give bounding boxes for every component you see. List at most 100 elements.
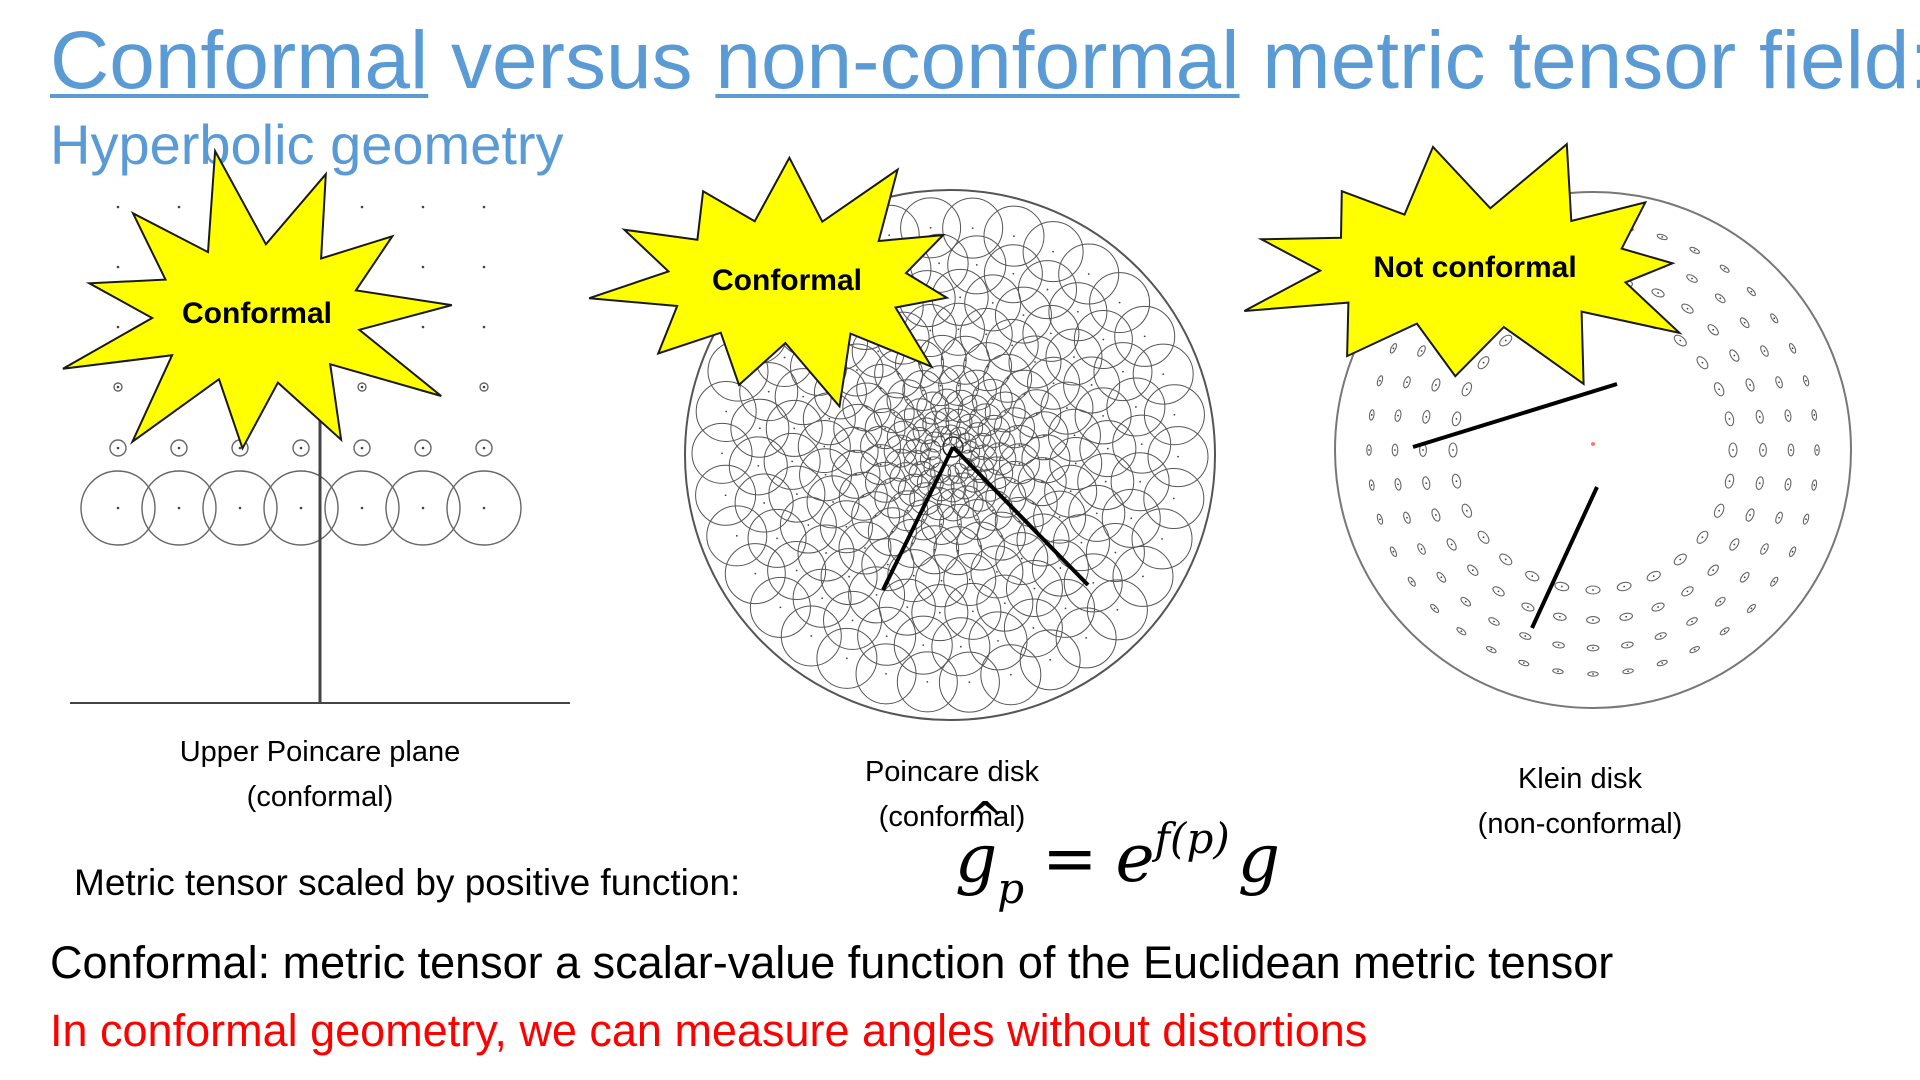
metric-center-dot: [1370, 414, 1373, 416]
metric-ellipse: [1422, 476, 1431, 491]
metric-circle: [113, 382, 123, 392]
conformal-definition-text: Conformal: metric tensor a scalar-value …: [50, 937, 1614, 988]
metric-center-dot: [1691, 277, 1693, 280]
metric-center-dot: [1778, 516, 1780, 519]
metric-circle: [780, 605, 842, 667]
metric-center-dot: [1787, 483, 1789, 486]
metric-center-dot: [879, 463, 882, 466]
metric-ellipse: [1477, 356, 1490, 370]
metric-center-dot: [1560, 585, 1563, 588]
metric-circle: [1052, 514, 1110, 572]
metric-center-dot: [1425, 415, 1428, 418]
metric-circle: [984, 391, 1026, 433]
metric-circle: [851, 491, 901, 541]
metric-center-dot: [828, 417, 831, 420]
metric-center-dot: [1143, 335, 1146, 338]
metric-circle: [80, 470, 156, 546]
metric-circle: [141, 470, 217, 546]
metric-center-dot: [1177, 455, 1179, 458]
metric-center-dot: [1095, 512, 1098, 515]
metric-ellipse: [1760, 345, 1769, 357]
metric-circle: [942, 197, 1004, 259]
metric-circle: [1049, 436, 1103, 490]
metric-center-dot: [940, 523, 943, 526]
metric-center-dot: [791, 460, 794, 463]
metric-center-dot: [1750, 290, 1753, 293]
metric-ellipse: [1714, 293, 1726, 304]
klein-center-point: [1591, 442, 1595, 446]
metric-circle: [1019, 629, 1081, 691]
metric-circle: [797, 524, 855, 582]
metric-circle: [893, 408, 927, 442]
metric-ellipse: [1681, 586, 1694, 597]
metric-center-dot: [1011, 344, 1014, 347]
metric-center-dot: [1410, 580, 1413, 583]
metric-ellipse: [1714, 596, 1726, 607]
metric-circle: [706, 505, 768, 567]
metric-circle: [724, 543, 786, 605]
metric-circle: [864, 461, 906, 503]
metric-circle: [969, 432, 997, 460]
metric-center-dot: [877, 350, 880, 353]
metric-ellipse: [1436, 571, 1447, 583]
metric-ellipse: [1586, 644, 1600, 652]
metric-center-dot: [888, 234, 891, 237]
metric-center-dot: [421, 205, 425, 209]
metric-circle: [856, 364, 906, 414]
klein-chord-upper: [1412, 382, 1618, 449]
metric-center-dot: [976, 518, 979, 521]
metric-center-dot: [1058, 516, 1061, 519]
metric-center-dot: [1482, 536, 1485, 539]
metric-circle: [944, 582, 1002, 640]
metric-center-dot: [421, 325, 425, 329]
metric-circle: [864, 408, 906, 450]
metric-center-dot: [1368, 449, 1370, 451]
metric-ellipse: [1686, 274, 1698, 283]
metric-ellipse: [1654, 632, 1667, 640]
metric-circle: [1063, 553, 1123, 613]
metric-circle: [955, 369, 997, 411]
metric-center-dot: [1723, 267, 1726, 270]
metric-center-dot: [1743, 321, 1746, 324]
metric-circle: [938, 651, 1000, 713]
metric-center-dot: [864, 547, 866, 549]
metric-circle: [983, 244, 1043, 304]
metric-center-dot: [1173, 413, 1176, 416]
metric-center-dot: [421, 506, 425, 510]
metric-center-dot: [1049, 658, 1052, 661]
metric-circle: [1077, 453, 1135, 511]
metric-center-dot: [1049, 332, 1052, 335]
metric-center-dot: [1763, 548, 1766, 550]
metric-center-dot: [957, 328, 960, 331]
metric-circle: [1079, 420, 1137, 478]
metric-circle: [884, 448, 918, 482]
metric-circle: [768, 465, 826, 523]
metric-ellipse: [1681, 303, 1694, 314]
metric-center-dot: [938, 611, 941, 614]
metric-center-dot: [1743, 576, 1746, 579]
metric-ellipse: [1811, 479, 1818, 491]
metric-circle: [446, 470, 522, 546]
metric-ellipse: [1417, 543, 1426, 555]
metric-circle: [931, 617, 991, 677]
metric-center-dot: [1073, 434, 1076, 437]
metric-circle: [749, 576, 811, 638]
metric-ellipse: [1689, 645, 1700, 654]
metric-circle: [1031, 539, 1089, 597]
conformal-scaling-formula: ^ gp = ef(p) g: [955, 796, 1280, 910]
metric-center-dot: [754, 572, 757, 575]
metric-center-dot: [1531, 575, 1534, 578]
metric-ellipse: [1651, 288, 1665, 298]
metric-circle: [948, 426, 970, 448]
metric-center-dot: [1122, 370, 1124, 373]
title-non-conformal: non-conformal: [715, 15, 1240, 106]
metric-circle: [202, 470, 278, 546]
metric-ellipse: [1616, 581, 1632, 592]
metric-center-dot: [1527, 606, 1529, 608]
metric-center-dot: [1074, 462, 1077, 465]
metric-center-dot: [991, 398, 994, 401]
metric-center-dot: [1020, 557, 1023, 560]
metric-ellipse: [1477, 530, 1490, 544]
starburst-callout-klein: [1243, 142, 1683, 386]
metric-circle: [1132, 343, 1194, 405]
